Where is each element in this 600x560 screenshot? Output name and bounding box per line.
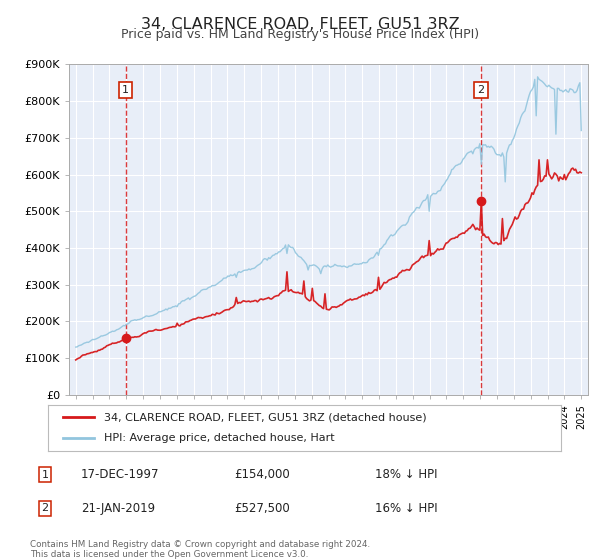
Text: 34, CLARENCE ROAD, FLEET, GU51 3RZ (detached house): 34, CLARENCE ROAD, FLEET, GU51 3RZ (deta… <box>104 412 427 422</box>
Text: 1: 1 <box>122 85 129 95</box>
Text: Price paid vs. HM Land Registry's House Price Index (HPI): Price paid vs. HM Land Registry's House … <box>121 28 479 41</box>
Text: 34, CLARENCE ROAD, FLEET, GU51 3RZ: 34, CLARENCE ROAD, FLEET, GU51 3RZ <box>140 17 460 32</box>
Text: 16% ↓ HPI: 16% ↓ HPI <box>375 502 437 515</box>
Text: 17-DEC-1997: 17-DEC-1997 <box>81 468 160 482</box>
Text: 2: 2 <box>478 85 485 95</box>
Text: 2: 2 <box>41 503 49 514</box>
Text: £527,500: £527,500 <box>234 502 290 515</box>
Text: 21-JAN-2019: 21-JAN-2019 <box>81 502 155 515</box>
Text: £154,000: £154,000 <box>234 468 290 482</box>
Text: 18% ↓ HPI: 18% ↓ HPI <box>375 468 437 482</box>
Text: 1: 1 <box>41 470 49 480</box>
Text: HPI: Average price, detached house, Hart: HPI: Average price, detached house, Hart <box>104 433 335 444</box>
Text: Contains HM Land Registry data © Crown copyright and database right 2024.
This d: Contains HM Land Registry data © Crown c… <box>30 540 370 559</box>
